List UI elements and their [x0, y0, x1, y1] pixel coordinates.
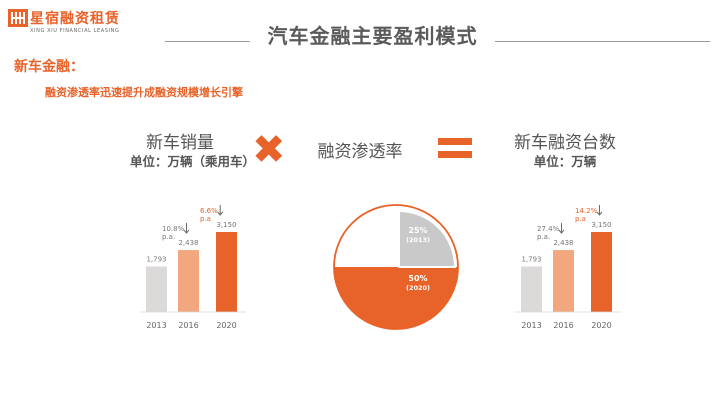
left-growth-unit-2: p.a: [200, 215, 211, 223]
right-value-label-2016: 2,438: [553, 239, 573, 247]
right-value-label-2013: 1,793: [521, 255, 541, 263]
right-category-label-2020: 2020: [591, 321, 611, 330]
right-bar-2016: [553, 250, 574, 312]
logo-text-cn: 星宿融资租赁: [30, 11, 120, 27]
middle-heading: 融资渗透率: [317, 142, 403, 162]
right-bar-2013: [521, 266, 542, 312]
left-value-label-2016: 2,438: [178, 239, 198, 247]
right-growth-rate-1: 27.4%: [537, 225, 560, 233]
left-value-label-2020: 3,150: [216, 221, 236, 229]
right-value-label-2020: 3,150: [591, 221, 611, 229]
pie-label-2013-year: (2013): [406, 236, 430, 244]
left-heading: 新车销量: [146, 133, 214, 153]
right-category-label-2016: 2016: [553, 321, 573, 330]
pie-slice-2013: [398, 209, 457, 268]
right-growth-rate-2: 14.2%: [575, 207, 598, 215]
pie-label-2020-year: (2020): [406, 284, 430, 292]
left-bar-chart: 1,793 2013 2,438 2016 3,150 2020 10.8%p.a. 6.6%…: [140, 205, 246, 330]
logo-text-en: XING XIU FINANCIAL LEASING: [30, 28, 120, 34]
left-growth-rate-1: 10.8%: [162, 225, 185, 233]
section-label: 新车金融：: [14, 59, 84, 75]
right-bar-2020: [591, 232, 612, 312]
right-heading: 新车融资台数: [514, 133, 616, 153]
left-value-label-2013: 1,793: [146, 255, 166, 263]
penetration-pie-chart: 25%(2013) 50%(2020): [333, 204, 459, 330]
equals-icon-top: [438, 138, 472, 145]
left-bar-2013: [146, 266, 167, 312]
section-subtitle: 融资渗透率迅速提升成融资规模增长引擎: [45, 86, 243, 99]
title-divider-left: [165, 41, 250, 42]
logo-mark-icon: [8, 9, 28, 27]
company-logo: 星宿融资租赁 XING XIU FINANCIAL LEASING: [8, 9, 126, 39]
left-growth-rate-2: 6.6%: [200, 207, 218, 215]
right-growth-unit-2: p.a: [575, 215, 586, 223]
equals-icon-bottom: [438, 151, 472, 158]
down-arrow-icon: [217, 205, 224, 216]
right-bar-chart: 1,793 2013 2,438 2016 3,150 2020 27.4%p.a. 14.2…: [515, 205, 621, 330]
left-bar-2020: [216, 232, 237, 312]
right-category-label-2013: 2013: [521, 321, 541, 330]
down-arrow-icon: [596, 205, 603, 216]
pie-label-2013-value: 25%: [408, 226, 427, 235]
down-arrow-icon: [183, 223, 190, 234]
left-category-label-2013: 2013: [146, 321, 166, 330]
left-category-label-2016: 2016: [178, 321, 198, 330]
multiply-icon: ✖: [252, 127, 286, 173]
pie-slice-2020: [334, 267, 458, 329]
right-growth-unit-1: p.a.: [537, 233, 550, 241]
left-unit: 单位：万辆（乘用车）: [129, 154, 255, 169]
down-arrow-icon: [558, 223, 565, 234]
page-title: 汽车金融主要盈利模式: [267, 24, 478, 48]
left-category-label-2020: 2020: [216, 321, 236, 330]
left-bar-2016: [178, 250, 199, 312]
right-unit: 单位：万辆: [533, 154, 597, 169]
pie-label-2020-value: 50%: [408, 274, 427, 283]
left-growth-unit-1: p.a.: [162, 233, 175, 241]
title-divider-right: [495, 41, 710, 42]
